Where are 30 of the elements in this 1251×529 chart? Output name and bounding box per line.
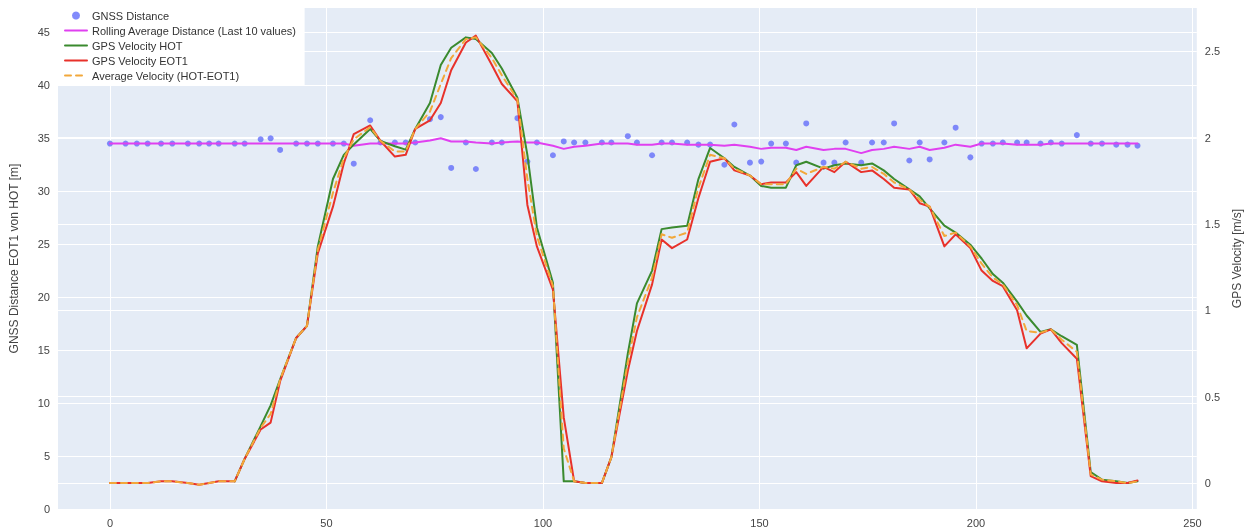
legend-label: Rolling Average Distance (Last 10 values): [92, 24, 297, 37]
y-tick-label: 15: [37, 344, 50, 357]
y-tick-label: 0: [43, 503, 50, 515]
legend-label: GPS Velocity EOT1: [92, 54, 188, 67]
y2-tick-label: 1: [1204, 304, 1211, 317]
x-tick-label: 150: [750, 516, 769, 529]
x-tick-label: 200: [966, 516, 986, 529]
y2-axis-title: GPS Velocity [m/s]: [1230, 208, 1244, 309]
y2-tick-label: 0: [1204, 477, 1211, 490]
y2-tick-label: 2.5: [1204, 45, 1221, 58]
y-tick-label: 40: [37, 79, 50, 92]
y-tick-label: 5: [43, 450, 50, 463]
y-tick-label: 45: [37, 26, 50, 39]
y-tick-label: 10: [37, 397, 50, 410]
x-tick-label: 100: [533, 516, 553, 529]
x-tick-label: 250: [1183, 516, 1202, 529]
y-tick-label: 30: [37, 185, 50, 198]
legend-label: GNSS Distance: [92, 9, 170, 22]
y-tick-label: 25: [37, 238, 50, 251]
y2-tick-label: 0.5: [1204, 390, 1221, 403]
y2-tick-label: 2: [1204, 131, 1211, 144]
legend-label: GPS Velocity HOT: [92, 39, 183, 52]
line-series: [108, 137, 1139, 155]
y2-tick-label: 1.5: [1204, 217, 1221, 230]
x-tick-label: 50: [320, 516, 333, 529]
legend-label: Average Velocity (HOT-EOT1): [92, 69, 240, 82]
y-tick-label: 20: [37, 291, 50, 304]
x-tick-label: 0: [106, 516, 114, 529]
y-tick-label: 35: [37, 132, 50, 145]
y-axis-title: GNSS Distance EOT1 von HOT [m]: [7, 163, 21, 354]
